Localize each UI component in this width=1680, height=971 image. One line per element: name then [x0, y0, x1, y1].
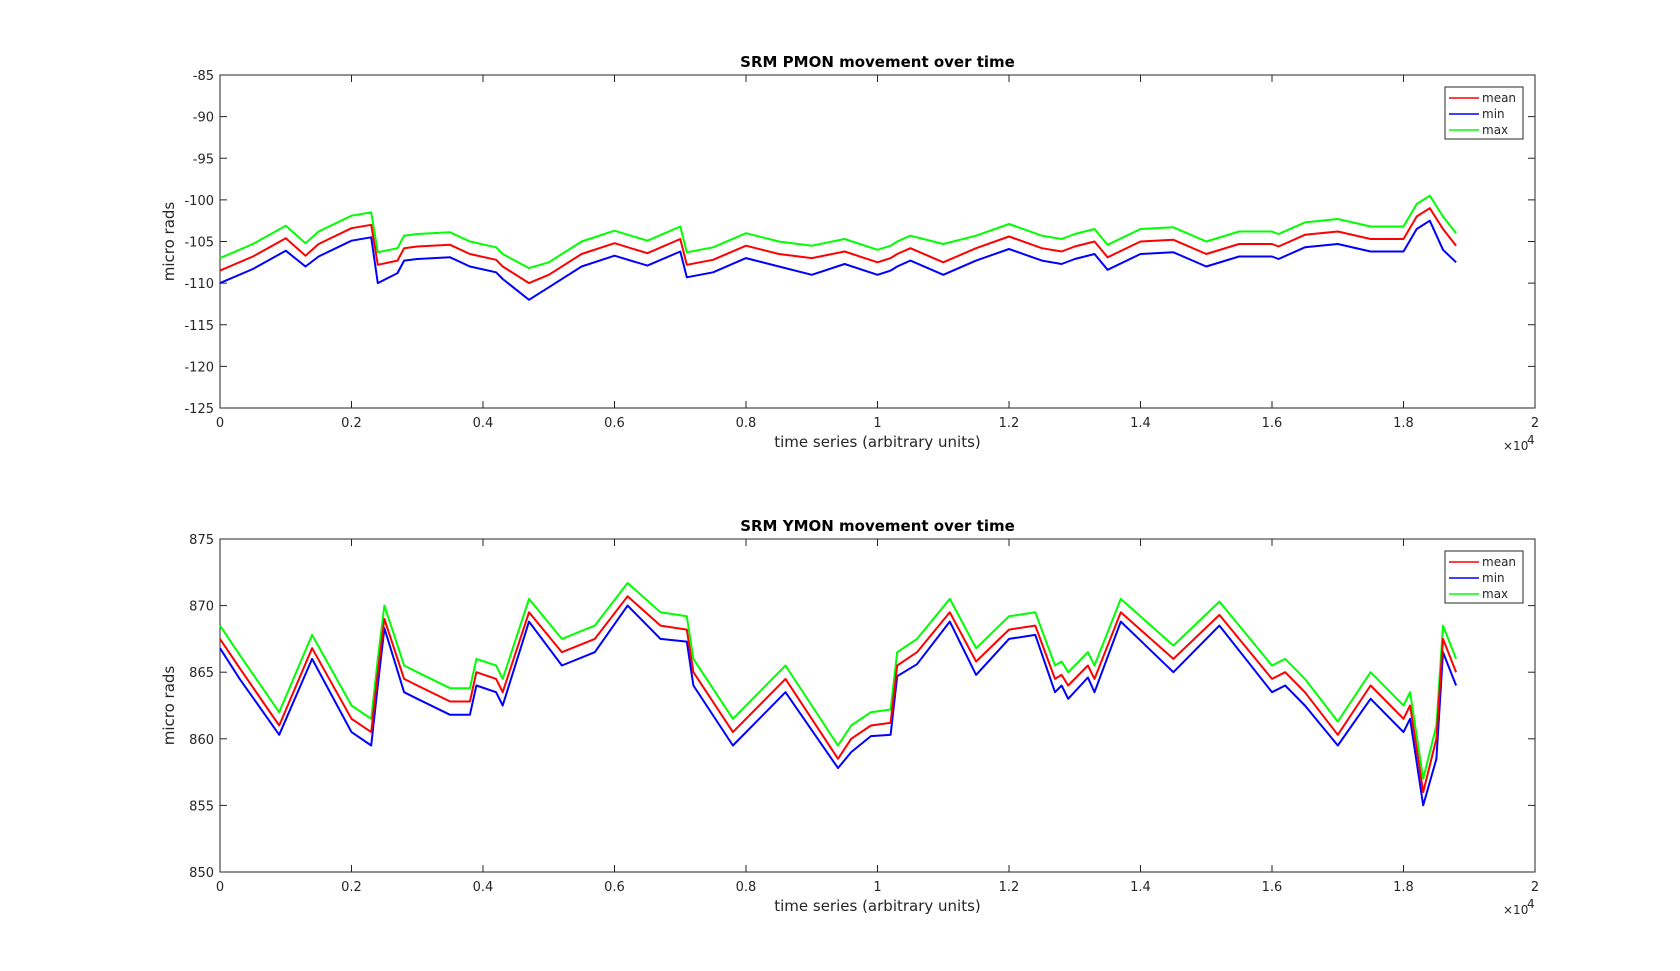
x-tick-label: 2 — [1531, 416, 1539, 431]
x-tick-label: 2 — [1531, 880, 1539, 895]
x-tick-label: 0 — [216, 880, 224, 895]
x-multiplier-exponent: 4 — [1527, 897, 1535, 911]
y-tick-label: -105 — [184, 236, 214, 251]
y-axis-label: micro rads — [160, 202, 178, 282]
series-line-min — [219, 604, 1458, 807]
plot-area — [219, 538, 1536, 873]
y-tick-label: -115 — [184, 319, 214, 334]
legend-entry-min: min — [1482, 571, 1505, 585]
y-tick-label: -100 — [184, 194, 214, 209]
ymon-chart: 0 0.2 0.4 0.6 0.8 1 1.2 1.4 1.6 1.8 2 875 870 865 860 8… — [160, 517, 1539, 917]
x-multiplier-label: ×10 — [1503, 903, 1528, 917]
y-tick-label: 870 — [189, 600, 214, 615]
y-tick-label: -95 — [193, 152, 214, 167]
x-tick-label: 1.4 — [1130, 416, 1151, 431]
x-tick-label: 0.8 — [736, 416, 757, 431]
legend-entry-max: max — [1482, 123, 1508, 137]
legend-entry-max: max — [1482, 587, 1508, 601]
x-tick-label: 1.6 — [1262, 416, 1283, 431]
series-line-mean — [219, 207, 1457, 285]
series-line-min — [219, 219, 1457, 301]
x-tick-label: 0.2 — [341, 416, 362, 431]
x-tick-label: 0.4 — [473, 416, 494, 431]
x-tick-label: 0.8 — [736, 880, 757, 895]
y-tick-label: 850 — [189, 866, 214, 881]
x-tick-label: 0.6 — [604, 880, 625, 895]
y-tick-label: 865 — [189, 666, 214, 681]
y-axis-label: micro rads — [160, 666, 178, 746]
x-axis-label: time series (arbitrary units) — [774, 897, 981, 915]
x-axis-label: time series (arbitrary units) — [774, 433, 981, 451]
x-tick-label: 1.2 — [999, 416, 1020, 431]
x-tick-label: 1.8 — [1393, 880, 1414, 895]
y-tick-label: -85 — [193, 69, 214, 84]
x-tick-label: 1.4 — [1130, 880, 1151, 895]
series-line-max — [219, 582, 1458, 780]
x-tick-label: 0 — [216, 416, 224, 431]
x-tick-label: 0.2 — [341, 880, 362, 895]
x-tick-label: 1 — [873, 880, 881, 895]
series-line-max — [219, 194, 1457, 270]
x-tick-label: 1 — [873, 416, 881, 431]
x-tick-label: 1.6 — [1262, 880, 1283, 895]
x-tick-label: 1.8 — [1393, 416, 1414, 431]
chart-title: SRM YMON movement over time — [740, 517, 1015, 535]
legend-entry-min: min — [1482, 107, 1505, 121]
y-tick-label: 860 — [189, 733, 214, 748]
x-tick-label: 1.2 — [999, 880, 1020, 895]
legend-entry-mean: mean — [1482, 91, 1516, 105]
x-multiplier-label: ×10 — [1503, 439, 1528, 453]
y-tick-label: -120 — [184, 360, 214, 375]
x-tick-label: 0.4 — [473, 880, 494, 895]
pmon-chart: 0 0.2 0.4 0.6 0.8 1 1.2 1.4 1.6 1.8 2 -85 -90 -95 -100… — [160, 53, 1539, 453]
y-tick-label: -90 — [193, 111, 214, 126]
y-tick-label: -110 — [184, 277, 214, 292]
y-tick-label: -125 — [184, 402, 214, 417]
legend-entry-mean: mean — [1482, 555, 1516, 569]
x-multiplier-exponent: 4 — [1527, 433, 1535, 447]
chart-title: SRM PMON movement over time — [740, 53, 1015, 71]
y-tick-label: 855 — [189, 799, 214, 814]
plot-area — [219, 74, 1536, 409]
y-tick-label: 875 — [189, 533, 214, 548]
x-tick-label: 0.6 — [604, 416, 625, 431]
series-line-mean — [219, 595, 1458, 794]
